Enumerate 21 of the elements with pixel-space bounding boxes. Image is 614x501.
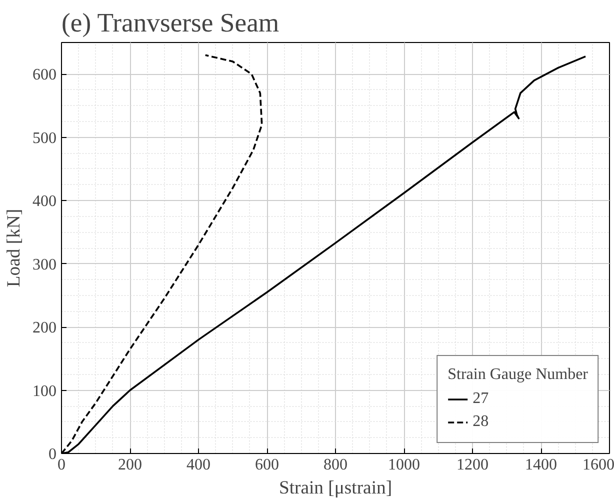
x-tick-label: 1400 bbox=[525, 456, 557, 474]
y-tick-label: 600 bbox=[32, 66, 56, 84]
y-tick-label: 200 bbox=[32, 320, 56, 337]
legend-label: 27 bbox=[472, 390, 490, 408]
y-tick-label: 0 bbox=[48, 446, 56, 463]
x-tick-label: 600 bbox=[255, 456, 279, 474]
x-tick-label: 1000 bbox=[388, 456, 420, 474]
y-tick-label: 400 bbox=[32, 193, 56, 210]
chart-title: (e) Tranvserse Seam bbox=[62, 8, 280, 38]
x-tick-label: 1200 bbox=[456, 456, 488, 474]
x-tick-label: 400 bbox=[186, 456, 210, 474]
x-tick-label: 200 bbox=[118, 456, 142, 474]
y-tick-label: 500 bbox=[32, 130, 56, 147]
y-tick-label: 100 bbox=[32, 382, 56, 400]
x-tick-label: 800 bbox=[324, 456, 348, 474]
x-tick-label: 1600 bbox=[582, 456, 614, 474]
y-tick-label: 300 bbox=[32, 256, 56, 274]
x-axis-title: Strain [μstrain] bbox=[278, 478, 392, 498]
y-axis-title: Load [kN] bbox=[4, 208, 24, 288]
legend-label: 28 bbox=[472, 413, 490, 431]
legend-title: Strain Gauge Number bbox=[448, 366, 588, 384]
